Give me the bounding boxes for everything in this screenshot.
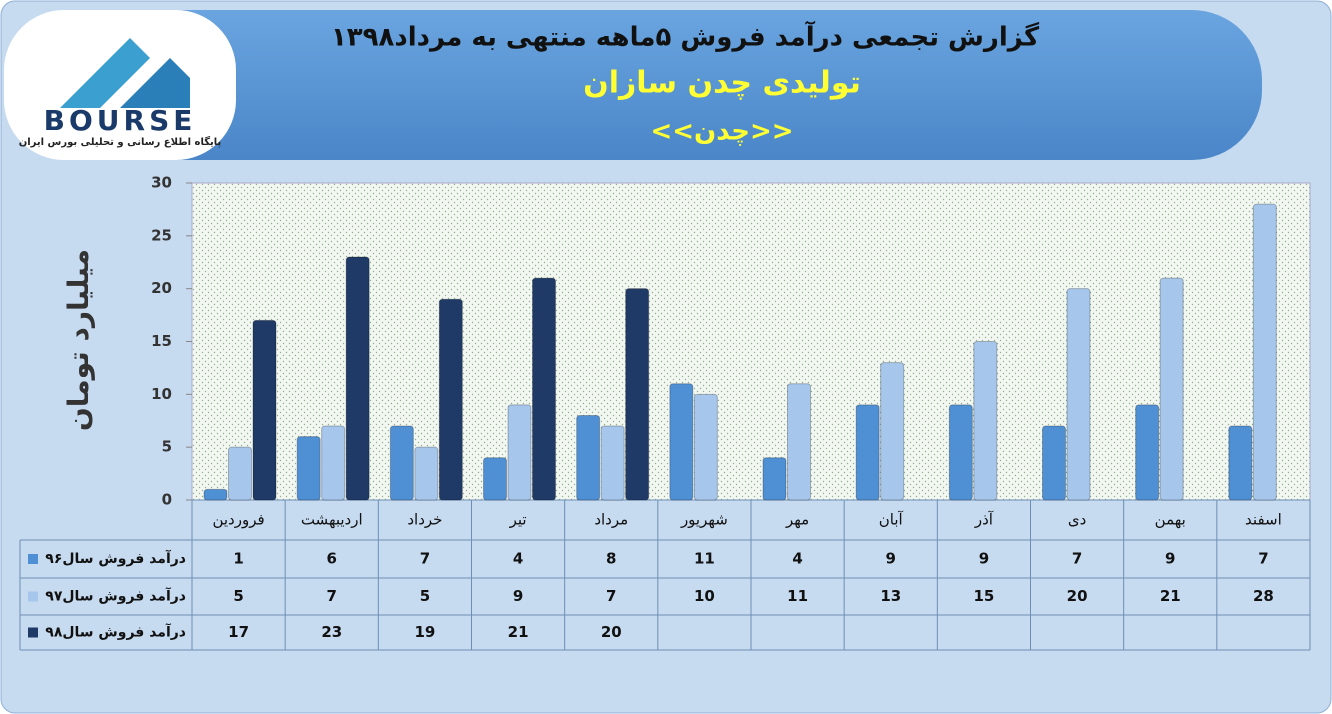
bar (203, 488, 228, 501)
bar (855, 404, 880, 501)
bar (693, 393, 718, 501)
table-value: 21 (1160, 587, 1181, 605)
bar (507, 404, 532, 501)
table-value: 9 (979, 550, 989, 568)
bar (625, 288, 650, 501)
bar (321, 425, 346, 501)
legend-label: درآمد فروش سال۹۸ (45, 623, 186, 641)
table-value: 20 (601, 623, 622, 641)
table-value: 5 (420, 587, 430, 605)
table-value: 13 (880, 587, 901, 605)
table-value: 4 (792, 550, 802, 568)
table-value: 6 (327, 550, 337, 568)
bar (669, 383, 694, 501)
table-value: 9 (886, 550, 896, 568)
bar (600, 425, 625, 501)
x-tick-label: آبان (879, 511, 904, 529)
bar (1252, 203, 1277, 501)
bar (1042, 425, 1066, 501)
table-value: 9 (513, 587, 523, 605)
plot-area (191, 182, 1311, 501)
y-tick-label: 30 (151, 174, 172, 192)
legend-label: درآمد فروش سال۹۷ (45, 587, 186, 605)
x-tick-label: اردیبهشت (301, 511, 363, 529)
y-tick-label: 20 (151, 279, 172, 297)
x-tick-label: شهریور (680, 511, 728, 529)
table-value: 7 (327, 587, 337, 605)
bar (880, 362, 905, 501)
table-value: 4 (513, 550, 523, 568)
bar (296, 436, 321, 501)
legend-key (28, 627, 38, 638)
y-tick-label: 25 (151, 226, 172, 244)
bar (345, 256, 370, 501)
table-value: 11 (694, 550, 715, 568)
bar (973, 341, 998, 501)
bar (1135, 404, 1160, 501)
x-tick-label: فروردین (212, 511, 264, 529)
table-value: 7 (420, 550, 430, 568)
table-value: 28 (1253, 587, 1274, 605)
legend-key (28, 591, 38, 602)
table-value: 17 (228, 623, 249, 641)
y-tick-label: 10 (151, 385, 172, 403)
x-tick-label: مرداد (594, 511, 628, 529)
bar (1066, 288, 1091, 501)
x-tick-label: تیر (509, 511, 527, 529)
table-value: 20 (1067, 587, 1088, 605)
x-tick-label: آذر (974, 511, 994, 529)
table-value: 15 (973, 587, 994, 605)
table-value: 5 (233, 587, 243, 605)
bar (576, 414, 601, 501)
y-axis-label: میلیارد تومان (62, 249, 95, 431)
bar (762, 457, 787, 501)
table-value: 10 (694, 587, 715, 605)
bar (438, 298, 463, 501)
chart-symbol: <<چدن>> (650, 117, 793, 147)
y-tick-label: 5 (162, 438, 172, 456)
table-value: 23 (321, 623, 342, 641)
table-value: 11 (787, 587, 808, 605)
table-value: 19 (414, 623, 435, 641)
x-tick-label: دی (1068, 511, 1086, 529)
table-value: 7 (1072, 550, 1082, 568)
logo-shape (120, 58, 190, 108)
bar (532, 277, 556, 501)
x-tick-label: مهر (785, 511, 809, 529)
bar (787, 383, 811, 501)
table-value: 7 (1258, 550, 1268, 568)
bar (414, 446, 439, 501)
table-value: 21 (508, 623, 529, 641)
table-value: 1 (233, 550, 243, 568)
bar (389, 425, 414, 501)
logo-tagline: پایگاه اطلاع رسانی و تحلیلی بورس ایران (19, 135, 222, 148)
x-tick-label: خرداد (407, 511, 442, 529)
x-tick-label: اسفند (1245, 511, 1282, 529)
bar (1159, 277, 1184, 501)
table-value: 9 (1165, 550, 1175, 568)
bar (948, 404, 973, 501)
x-tick-label: بهمن (1155, 511, 1186, 529)
table-value: 7 (606, 587, 616, 605)
legend-label: درآمد فروش سال۹۶ (45, 549, 186, 567)
chart-subtitle: تولیدی چدن سازان (583, 66, 861, 101)
table-value: 8 (606, 550, 616, 568)
chart-title: گزارش تجمعی درآمد فروش ۵ماهه منتهی به مر… (331, 21, 1040, 53)
legend-key (28, 554, 38, 564)
logo-shape (60, 38, 150, 108)
logo-name: BOURSE (44, 104, 197, 137)
bar (228, 446, 252, 501)
banner (12, 10, 1262, 160)
bar (483, 457, 507, 501)
bar (252, 319, 277, 501)
y-tick-label: 15 (151, 332, 172, 350)
bar (1228, 425, 1253, 501)
y-tick-label: 0 (162, 491, 172, 509)
